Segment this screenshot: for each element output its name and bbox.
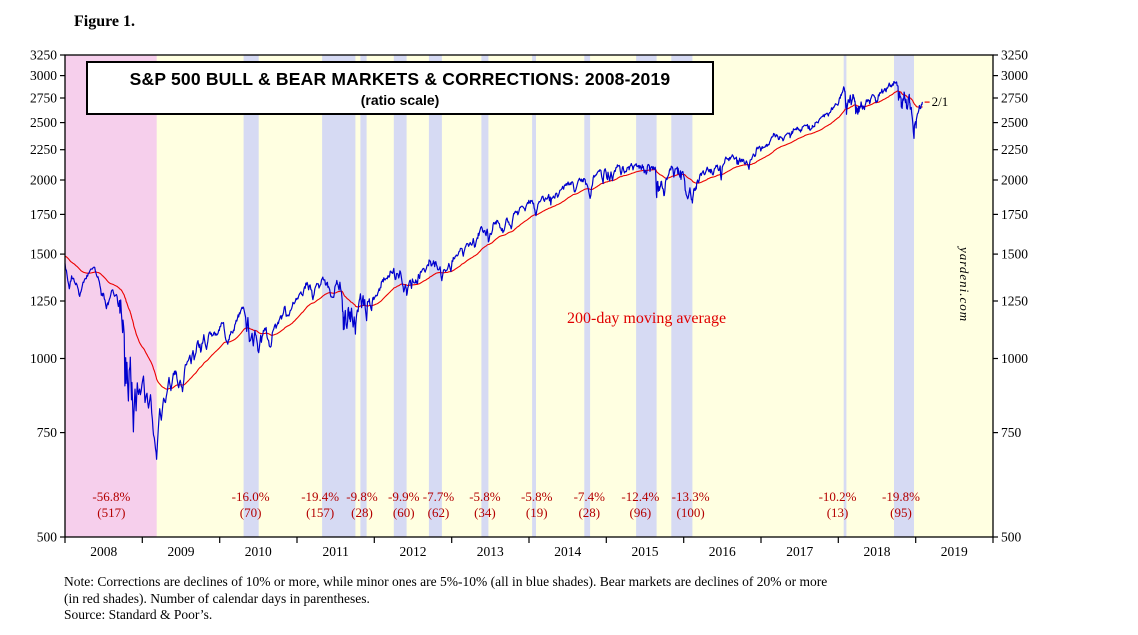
- end-date-label: 2/1: [932, 94, 949, 109]
- price-line: [64, 81, 924, 460]
- footnote: Note: Corrections are declines of 10% or…: [64, 574, 827, 624]
- figure-number-label: Figure 1.: [74, 13, 136, 30]
- x-year-label: 2015: [632, 544, 659, 559]
- chart-title-box: S&P 500 BULL & BEAR MARKETS & CORRECTION…: [86, 61, 714, 115]
- correction-band: [481, 55, 489, 537]
- y-tick-label-right: 1500: [1001, 247, 1028, 262]
- y-tick-label-left: 1000: [30, 351, 57, 366]
- y-tick-label-right: 2750: [1001, 91, 1028, 106]
- chart-subtitle: (ratio scale): [360, 92, 440, 108]
- footnote-line-2: (in red shades). Number of calendar days…: [64, 590, 370, 606]
- chart-title: S&P 500 BULL & BEAR MARKETS & CORRECTION…: [129, 69, 671, 89]
- y-tick-label-left: 1250: [30, 294, 57, 309]
- y-tick-label-right: 1750: [1001, 207, 1028, 222]
- y-tick-label-left: 3250: [30, 48, 57, 63]
- y-tick-label-right: 1000: [1001, 351, 1028, 366]
- y-tick-label-right: 3000: [1001, 68, 1028, 83]
- y-tick-label-right: 2000: [1001, 173, 1028, 188]
- y-tick-label-right: 3250: [1001, 48, 1028, 63]
- y-tick-label-left: 2250: [30, 142, 57, 157]
- correction-band: [671, 55, 693, 537]
- y-tick-label-left: 750: [37, 425, 58, 440]
- correction-band: [532, 55, 536, 537]
- ma-legend-label: 200-day moving average: [567, 310, 727, 327]
- correction-band: [843, 55, 847, 537]
- x-year-label: 2013: [477, 544, 504, 559]
- ma-line: [64, 90, 923, 390]
- y-tick-label-left: 2750: [30, 91, 57, 106]
- plot-background: [65, 55, 993, 537]
- footnote-source: Source: Standard & Poor’s.: [64, 607, 213, 622]
- y-tick-label-left: 2000: [30, 173, 57, 188]
- correction-band: [322, 55, 356, 537]
- x-year-label: 2019: [941, 544, 968, 559]
- y-tick-label-right: 2250: [1001, 142, 1028, 157]
- x-year-label: 2010: [245, 544, 272, 559]
- y-tick-label-left: 2500: [30, 115, 57, 130]
- footnote-line-1: Note: Corrections are declines of 10% or…: [64, 574, 828, 589]
- y-tick-label-right: 2500: [1001, 115, 1028, 130]
- correction-band: [894, 55, 914, 537]
- x-year-label: 2008: [90, 544, 117, 559]
- watermark-yardeni: yardeni.com: [957, 247, 972, 323]
- x-year-label: 2009: [168, 544, 195, 559]
- y-tick-label-left: 1750: [30, 207, 57, 222]
- y-tick-label-right: 500: [1001, 530, 1022, 545]
- x-year-label: 2018: [864, 544, 891, 559]
- y-tick-label-right: 750: [1001, 425, 1022, 440]
- y-tick-label-left: 500: [37, 530, 58, 545]
- correction-band: [584, 55, 591, 537]
- correction-band: [393, 55, 407, 537]
- x-year-label: 2017: [786, 544, 813, 559]
- x-year-label: 2016: [709, 544, 736, 559]
- correction-band: [428, 55, 442, 537]
- x-year-label: 2011: [322, 544, 349, 559]
- x-year-label: 2014: [554, 544, 581, 559]
- y-tick-label-left: 1500: [30, 247, 57, 262]
- correction-band: [636, 55, 657, 537]
- x-year-label: 2012: [400, 544, 427, 559]
- correction-band: [243, 55, 259, 537]
- y-tick-label-left: 3000: [30, 68, 57, 83]
- y-tick-label-right: 1250: [1001, 294, 1028, 309]
